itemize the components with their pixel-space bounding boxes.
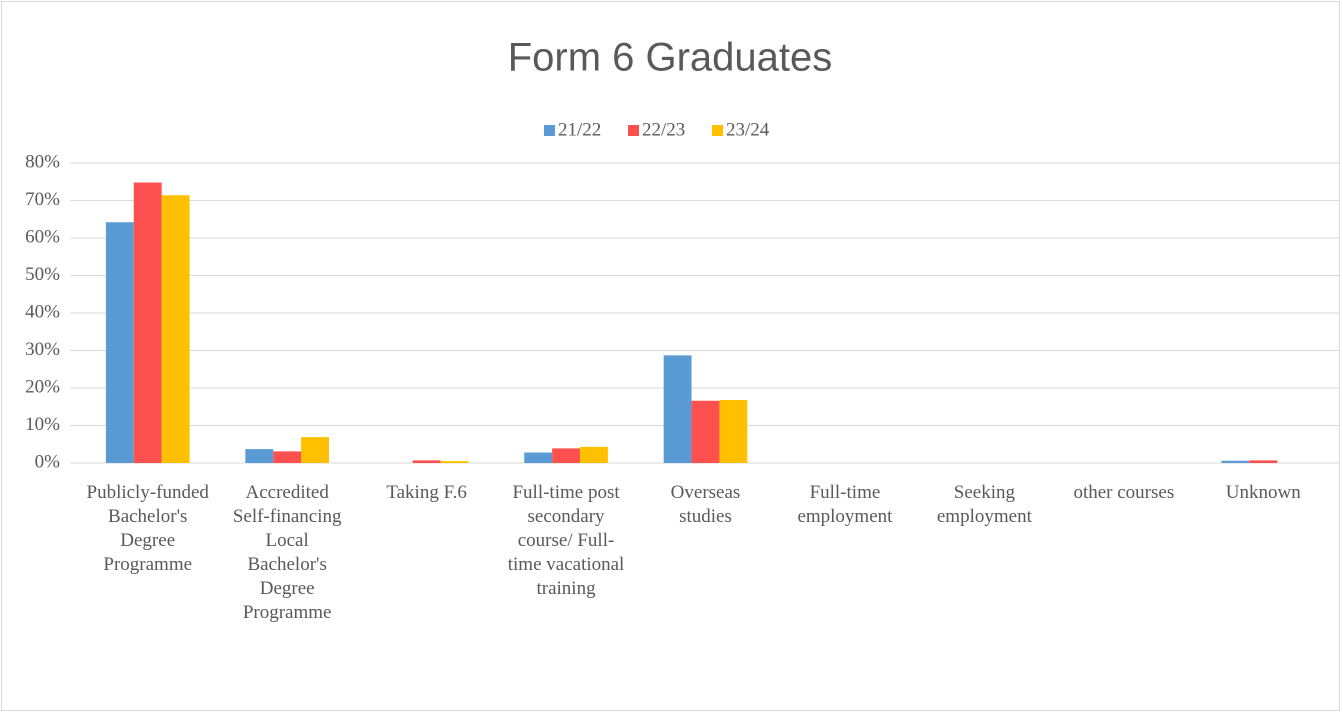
chart-title: Form 6 Graduates — [508, 36, 833, 80]
x-tick-label: Publicly-funded Bachelor's Degree Progra… — [86, 482, 209, 575]
x-tick-label: Unknown — [1225, 482, 1301, 503]
x-tick-label: other courses — [1073, 482, 1175, 503]
legend-swatch — [712, 125, 723, 136]
legend-swatch — [628, 125, 639, 136]
bar — [412, 460, 441, 463]
bar — [245, 449, 274, 463]
bar — [105, 222, 134, 463]
y-tick-label: 0% — [35, 451, 61, 472]
bar — [691, 400, 720, 463]
bar — [663, 355, 692, 463]
y-tick-label: 20% — [25, 376, 60, 397]
y-tick-label: 70% — [25, 189, 60, 210]
bar — [580, 446, 608, 463]
bar — [524, 452, 553, 463]
legend-label: 22/23 — [642, 119, 685, 140]
y-tick-label: 10% — [25, 414, 60, 435]
bar — [161, 195, 190, 463]
x-tick-label: Taking F.6 — [386, 482, 467, 503]
x-tick-label: Full-time employment — [797, 482, 893, 527]
x-tick-label: Seeking employment — [936, 482, 1032, 527]
bar — [273, 451, 302, 463]
x-tick-label: Full-time post secondary course/ Full-ti… — [507, 482, 625, 599]
bar — [133, 182, 162, 463]
x-tick-label: Overseas studies — [670, 482, 741, 527]
legend-label: 23/24 — [726, 119, 770, 140]
legend-label: 21/22 — [558, 119, 601, 140]
legend-swatch — [544, 125, 555, 136]
y-tick-label: 50% — [25, 264, 60, 285]
bar — [440, 461, 469, 463]
y-tick-label: 30% — [25, 339, 60, 360]
bar — [552, 448, 580, 463]
y-tick-label: 80% — [25, 151, 60, 172]
y-tick-label: 40% — [25, 301, 60, 322]
bar — [719, 400, 748, 463]
bar — [1221, 460, 1250, 463]
x-tick-label: Accredited Self-financing Local Bachelor… — [232, 482, 342, 623]
y-tick-label: 60% — [25, 226, 60, 247]
bar — [1249, 460, 1278, 463]
bar — [301, 437, 329, 463]
